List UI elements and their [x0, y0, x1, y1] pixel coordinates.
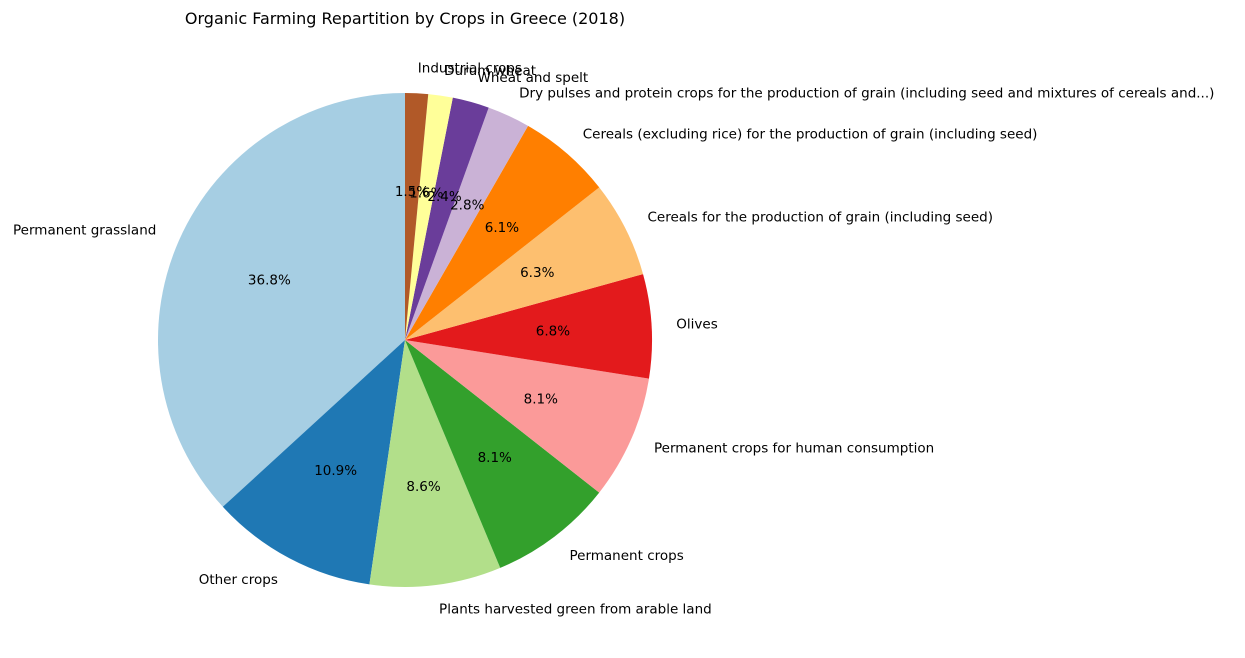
- slice-label: Olives: [676, 317, 717, 333]
- slice-label: Plants harvested green from arable land: [439, 602, 712, 618]
- pie-slice-permanent-crops: [405, 340, 600, 568]
- slice-percent-label: 6.8%: [536, 324, 570, 340]
- pie-slice-industrial-crops: [405, 93, 429, 340]
- pie-slice-plants-harvested-green-from-arable-land: [369, 340, 501, 587]
- slice-percent-label: 1.5%: [395, 184, 429, 200]
- slice-label: Industrial crops: [418, 61, 522, 77]
- slice-label: Permanent grassland: [13, 223, 156, 239]
- pie-slice-other-crops: [222, 340, 405, 585]
- slice-label: Dry pulses and protein crops for the pro…: [519, 85, 1214, 101]
- slice-label: Permanent crops: [569, 548, 683, 564]
- slice-label: Permanent crops for human consumption: [654, 441, 934, 457]
- pie-wedges: [157, 93, 652, 587]
- slice-percent-label: 8.1%: [524, 391, 558, 407]
- pie-slice-durum-wheat: [405, 94, 453, 340]
- pie-slice-permanent-crops-for-human-consumption: [405, 340, 649, 493]
- chart-title: Organic Farming Repartition by Crops in …: [185, 9, 625, 28]
- pie-slice-wheat-and-spelt: [405, 97, 489, 340]
- slice-percent-label: 6.3%: [520, 265, 554, 281]
- pie-slice-olives: [405, 274, 652, 379]
- percent-labels: 36.8% 10.9% 8.6% 8.1% 8.1% 6.8% 6.3% 6.1%2.8%2.…: [248, 184, 570, 495]
- slice-label: Wheat and spelt: [478, 70, 589, 86]
- slice-percent-label: 1.6%: [409, 185, 443, 201]
- slice-percent-label: 8.6%: [406, 479, 440, 495]
- pie-slice-cereals-for-the-production-of-grain-incl: [405, 187, 644, 340]
- slice-label: Cereals (excluding rice) for the product…: [583, 127, 1038, 143]
- slice-label: Cereals for the production of grain (inc…: [647, 209, 993, 225]
- slice-label: Durum wheat: [444, 63, 536, 79]
- slice-labels: Permanent grassland Other crops Plants har…: [13, 61, 1214, 618]
- slice-percent-label: 2.4%: [427, 189, 461, 205]
- slice-percent-label: 6.1%: [485, 220, 519, 236]
- pie-slice-dry-pulses-and-protein-crops-for-the-pro: [405, 107, 529, 340]
- slice-percent-label: 8.1%: [478, 450, 512, 466]
- slice-label: Other crops: [199, 572, 278, 588]
- slice-percent-label: 10.9%: [314, 463, 357, 479]
- pie-slice-cereals-excluding-rice-for-the-productio: [405, 125, 600, 341]
- pie-slice-permanent-grassland: [157, 93, 405, 507]
- slice-percent-label: 36.8%: [248, 272, 291, 288]
- slice-percent-label: 2.8%: [450, 198, 484, 214]
